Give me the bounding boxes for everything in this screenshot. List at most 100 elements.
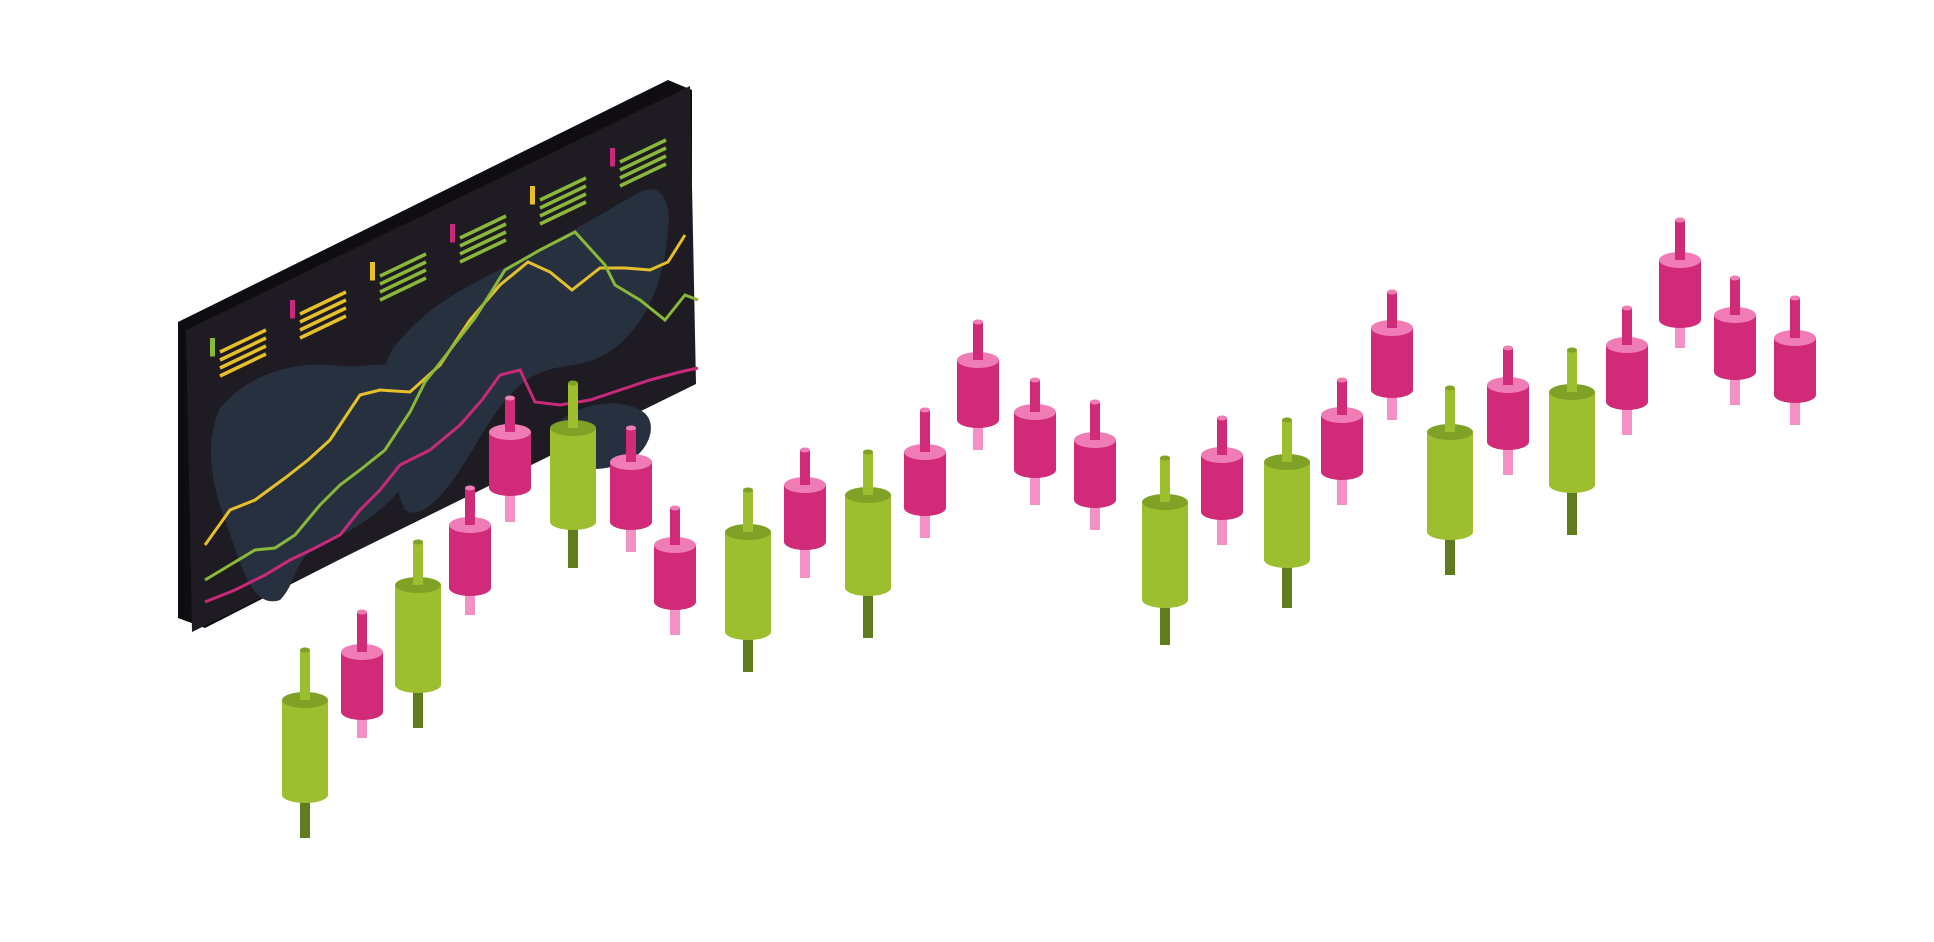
body-base bbox=[957, 412, 999, 428]
lower-wick bbox=[465, 588, 475, 615]
bearish-candle bbox=[904, 407, 946, 538]
body-base bbox=[1371, 382, 1413, 398]
upper-wick-stub bbox=[1160, 484, 1170, 502]
upper-wick bbox=[1445, 388, 1455, 432]
upper-wick-stub bbox=[1282, 444, 1292, 462]
upper-wick-stub bbox=[800, 467, 810, 485]
upper-wick bbox=[1090, 402, 1100, 440]
upper-wick-stub bbox=[1090, 422, 1100, 440]
upper-wick bbox=[863, 452, 873, 495]
upper-wick bbox=[1160, 458, 1170, 502]
wick-cap bbox=[505, 395, 515, 401]
upper-wick bbox=[1790, 298, 1800, 338]
body-base bbox=[1714, 364, 1756, 380]
upper-wick-stub bbox=[1337, 397, 1347, 415]
wick-cap bbox=[568, 380, 578, 386]
series-line-magenta bbox=[204, 366, 699, 604]
candle-body bbox=[610, 462, 652, 522]
lower-wick bbox=[1622, 402, 1632, 435]
wick-cap bbox=[1387, 289, 1397, 295]
wick-cap bbox=[300, 647, 310, 653]
body-base bbox=[1264, 552, 1310, 568]
upper-wick-stub bbox=[357, 634, 367, 652]
wick-cap bbox=[1675, 217, 1685, 223]
upper-wick bbox=[413, 542, 423, 585]
wick-cap bbox=[670, 505, 680, 511]
wick-cap bbox=[1282, 417, 1292, 423]
wick-cap bbox=[465, 485, 475, 491]
lower-wick bbox=[743, 632, 753, 672]
wick-cap bbox=[1503, 345, 1513, 351]
lower-wick bbox=[357, 712, 367, 738]
wick-cap bbox=[1217, 415, 1227, 421]
lower-wick bbox=[1790, 395, 1800, 425]
bearish-candle bbox=[1714, 275, 1756, 405]
upper-wick bbox=[465, 488, 475, 525]
upper-wick-stub bbox=[973, 342, 983, 360]
bullish-candle bbox=[1264, 417, 1310, 608]
upper-wick bbox=[743, 490, 753, 532]
upper-wick bbox=[1675, 220, 1685, 260]
upper-wick bbox=[1282, 420, 1292, 462]
body-base bbox=[1549, 477, 1595, 493]
upper-wick-stub bbox=[300, 682, 310, 700]
body-base bbox=[395, 677, 441, 693]
lower-wick bbox=[1090, 500, 1100, 530]
wick-cap bbox=[626, 425, 636, 431]
wick-cap bbox=[1445, 385, 1455, 391]
bearish-candle bbox=[1321, 377, 1363, 505]
upper-wick-stub bbox=[1675, 242, 1685, 260]
upper-wick-stub bbox=[1030, 394, 1040, 412]
upper-wick bbox=[1567, 350, 1577, 392]
wick-cap bbox=[1567, 347, 1577, 353]
bearish-candle bbox=[1014, 377, 1056, 505]
wick-cap bbox=[1622, 305, 1632, 311]
body-base bbox=[341, 704, 383, 720]
bearish-candle bbox=[449, 485, 491, 615]
upper-wick-stub bbox=[1503, 367, 1513, 385]
upper-wick-stub bbox=[1445, 414, 1455, 432]
upper-wick-stub bbox=[626, 444, 636, 462]
lower-wick bbox=[973, 420, 983, 450]
upper-wick-stub bbox=[413, 567, 423, 585]
candle-body bbox=[282, 700, 328, 795]
wick-cap bbox=[800, 447, 810, 453]
bearish-candle bbox=[1606, 305, 1648, 435]
upper-wick-stub bbox=[1567, 374, 1577, 392]
body-base bbox=[654, 594, 696, 610]
upper-wick-stub bbox=[1790, 320, 1800, 338]
candle-body bbox=[1714, 315, 1756, 372]
candle-body bbox=[1074, 440, 1116, 500]
candlestick-series bbox=[282, 217, 1816, 838]
upper-wick bbox=[1217, 418, 1227, 455]
lower-wick bbox=[920, 508, 930, 538]
bullish-candle bbox=[1427, 385, 1473, 575]
upper-wick bbox=[920, 410, 930, 452]
lower-wick bbox=[1030, 470, 1040, 505]
candle-body bbox=[341, 652, 383, 712]
lower-wick bbox=[863, 588, 873, 638]
bearish-candle bbox=[489, 395, 531, 522]
candle-body bbox=[1142, 502, 1188, 600]
wick-cap bbox=[920, 407, 930, 413]
wick-cap bbox=[1730, 275, 1740, 281]
candle-body bbox=[1774, 338, 1816, 395]
legend-group bbox=[450, 214, 507, 264]
candle-body bbox=[1549, 392, 1595, 485]
series-line-green bbox=[204, 230, 699, 582]
candle-body bbox=[1014, 412, 1056, 470]
lower-wick bbox=[1282, 560, 1292, 608]
candle-body bbox=[489, 432, 531, 488]
body-base bbox=[1427, 524, 1473, 540]
upper-wick bbox=[1730, 278, 1740, 315]
lower-wick bbox=[300, 795, 310, 838]
lower-wick bbox=[568, 522, 578, 568]
body-base bbox=[1014, 462, 1056, 478]
wick-cap bbox=[1090, 399, 1100, 405]
body-base bbox=[784, 534, 826, 550]
candle-body bbox=[1371, 328, 1413, 390]
candle-body bbox=[957, 360, 999, 420]
lower-wick bbox=[800, 542, 810, 578]
candle-body bbox=[1606, 345, 1648, 402]
body-base bbox=[1142, 592, 1188, 608]
